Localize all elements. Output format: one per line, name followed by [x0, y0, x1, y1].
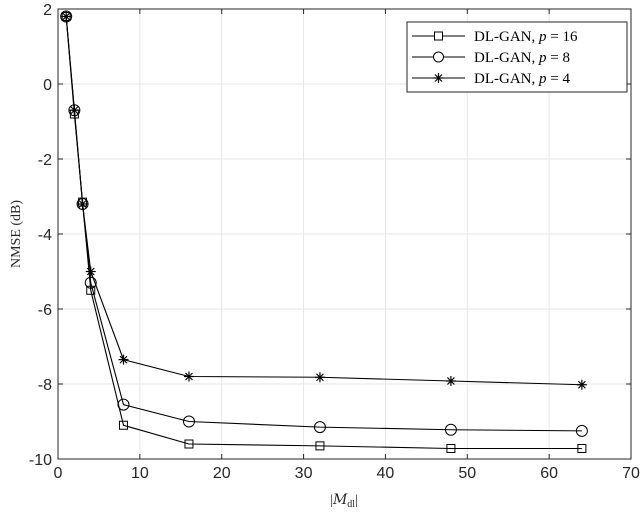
asterisk-marker-icon: [445, 376, 456, 386]
asterisk-marker-icon: [61, 11, 72, 22]
circle-marker-icon: [117, 398, 130, 411]
y-tick-label: -6: [38, 302, 52, 319]
asterisk-marker-icon: [576, 379, 587, 390]
square-marker-icon: [86, 285, 96, 295]
circle-marker-icon: [575, 424, 588, 437]
y-tick-label: 2: [43, 2, 52, 19]
square-marker-icon: [577, 444, 587, 453]
y-tick-label: 0: [43, 77, 52, 94]
series-asterisk: [61, 11, 587, 390]
asterisk-marker-icon: [433, 73, 444, 83]
x-axis-label: |Mdl|: [330, 492, 358, 510]
y-tick-label: -4: [38, 227, 52, 244]
legend-label: DL-GAN, p = 16: [474, 29, 578, 45]
y-axis-label: NMSE (dB): [9, 200, 24, 268]
circle-marker-icon: [84, 276, 97, 289]
square-marker-icon: [315, 441, 325, 451]
asterisk-marker-icon: [77, 199, 88, 209]
x-tick-label: 60: [540, 465, 558, 482]
legend-item-p4: DL-GAN, p = 4: [412, 71, 570, 87]
legend-item-p16: DL-GAN, p = 16: [412, 29, 578, 45]
x-tick-label: 50: [458, 465, 476, 482]
data-series: [60, 10, 588, 453]
circle-marker-icon: [313, 421, 326, 434]
asterisk-marker-icon: [183, 371, 194, 382]
grid-lines: [58, 9, 631, 459]
asterisk-marker-icon: [85, 266, 96, 277]
square-marker-icon: [118, 420, 128, 430]
asterisk-marker-icon: [118, 354, 129, 365]
x-tick-label: 10: [131, 465, 149, 482]
x-tick-label: 30: [295, 465, 313, 482]
asterisk-marker-icon: [314, 372, 325, 383]
y-tick-label: -2: [38, 152, 52, 169]
square-marker-icon: [184, 439, 194, 449]
y-tick-label: -8: [38, 377, 52, 394]
x-tick-label: 0: [54, 465, 63, 482]
square-marker-icon: [434, 31, 443, 41]
square-marker-icon: [446, 444, 456, 453]
circle-marker-icon: [182, 415, 195, 428]
y-tick-label: -10: [29, 452, 52, 469]
legend-label: DL-GAN, p = 4: [474, 71, 570, 87]
legend: DL-GAN, p = 16 DL-GAN, p = 8 DL-GAN, p =…: [406, 21, 628, 93]
x-tick-label: 40: [377, 465, 395, 482]
circle-marker-icon: [433, 51, 444, 63]
circle-marker-icon: [444, 423, 457, 436]
x-tick-label: 70: [622, 465, 640, 482]
x-tick-label: 20: [213, 465, 231, 482]
asterisk-marker-icon: [69, 105, 80, 116]
legend-item-p8: DL-GAN, p = 8: [412, 50, 570, 66]
legend-label: DL-GAN, p = 8: [474, 50, 570, 66]
